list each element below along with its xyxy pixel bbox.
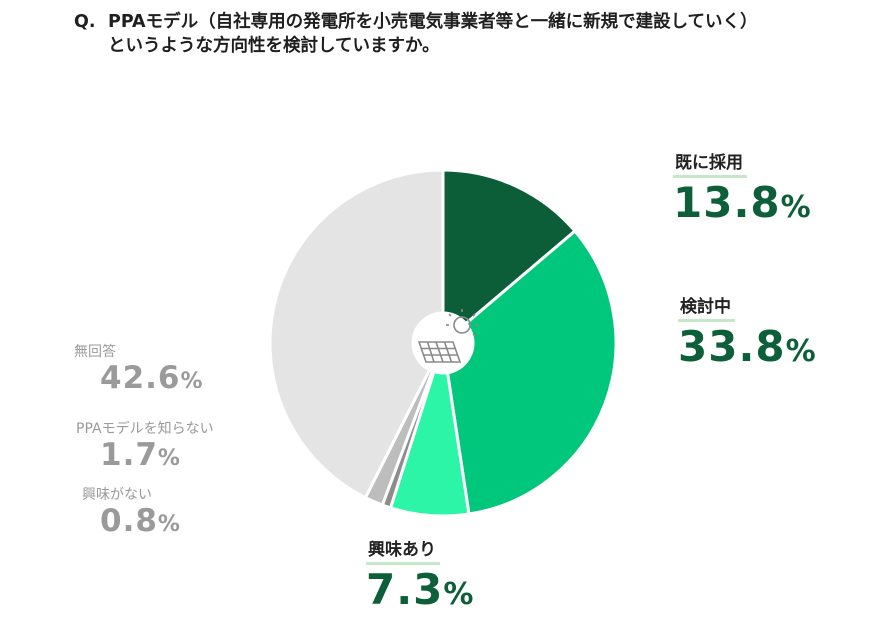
slice-label-adopted: 既に採用 13.8%: [673, 148, 811, 225]
slice-value: 13.8: [673, 178, 781, 227]
question-line-1: PPAモデル（自社専用の発電所を小売電気事業者等と一緒に新規で建設していく）: [108, 12, 758, 32]
slice-label-considering: 検討中 33.8%: [678, 292, 816, 369]
percent-sign: %: [180, 369, 203, 394]
slice-name: 興味がない: [82, 487, 152, 503]
question-title: Q. PPAモデル（自社専用の発電所を小売電気事業者等と一緒に新規で建設していく）…: [74, 10, 758, 58]
slice-value: 33.8: [678, 322, 786, 371]
solar-panel-sun-icon: [417, 309, 478, 363]
slice-name: 興味あり: [366, 535, 440, 565]
slice-value: 42.6: [100, 360, 181, 396]
slice-name: 既に採用: [673, 148, 747, 178]
slice-label-not-interested: 興味がない 0.8%: [82, 484, 180, 537]
pie-slice-1: [445, 228, 618, 516]
pie-slices: [268, 168, 618, 518]
percent-sign: %: [157, 512, 180, 537]
slice-label-not-aware: PPAモデルを知らない 1.7%: [76, 418, 214, 471]
slice-label-no-answer: 無回答 42.6%: [74, 341, 203, 394]
slice-name: PPAモデルを知らない: [76, 421, 214, 437]
slice-name: 検討中: [678, 292, 735, 322]
question-prefix: Q.: [74, 12, 96, 32]
percent-sign: %: [157, 446, 180, 471]
slice-label-interested: 興味あり 7.3%: [366, 535, 473, 612]
percent-sign: %: [785, 334, 816, 369]
percent-sign: %: [780, 190, 811, 225]
slice-value: 7.3: [366, 565, 444, 614]
slice-value: 1.7: [100, 437, 158, 473]
question-line-2: というような方向性を検討していますか。: [108, 36, 440, 56]
slice-name: 無回答: [74, 344, 116, 360]
percent-sign: %: [443, 577, 474, 612]
slice-value: 0.8: [100, 503, 158, 539]
